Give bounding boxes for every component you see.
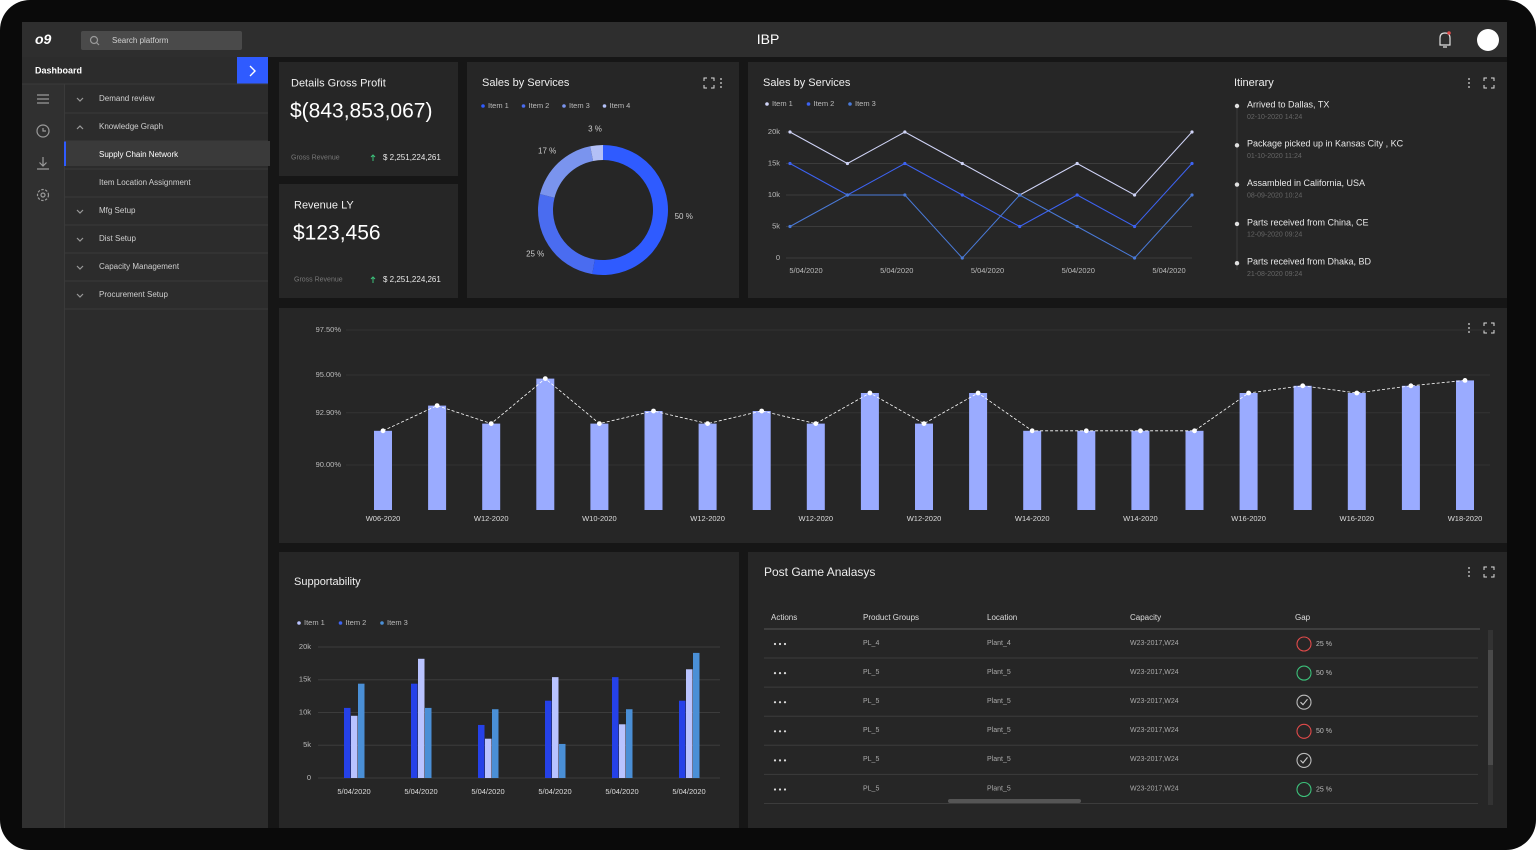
menu-item: Procurement Setup	[99, 290, 168, 299]
sidebar-title: Dashboard	[35, 65, 83, 76]
kpi-delta: $ 2,251,224,261	[383, 153, 441, 162]
logo: o9	[35, 31, 52, 47]
menu-item: Mfg Setup	[99, 206, 136, 215]
avatar[interactable]	[1477, 29, 1499, 51]
search-placeholder: Search platform	[112, 36, 169, 45]
submenu-item: Item Location Assignment	[99, 178, 191, 187]
kpi-card	[279, 184, 458, 298]
menu-item: Capacity Management	[99, 262, 180, 271]
kpi-card	[279, 62, 458, 176]
kpi-title: Revenue LY	[294, 199, 354, 212]
icon-rail	[22, 84, 65, 828]
menu-item: Dist Setup	[99, 234, 136, 243]
submenu-item: Supply Chain Network	[99, 150, 179, 159]
kpi-value: $(843,853,067)	[290, 99, 433, 123]
collapse-button[interactable]	[237, 57, 268, 84]
app-title: IBP	[756, 31, 780, 47]
search-box[interactable]	[81, 31, 242, 50]
kpi-caption: Gross Revenue	[291, 154, 340, 162]
menu-item: Knowledge Graph	[99, 122, 164, 131]
table-card	[748, 552, 1507, 828]
selected-row	[64, 141, 270, 166]
line-card	[748, 62, 1507, 298]
supportability-card	[279, 552, 739, 828]
kpi-value: $123,456	[293, 221, 381, 245]
combo-card	[279, 308, 1507, 543]
kpi-caption: Gross Revenue	[294, 276, 343, 284]
kpi-title: Details Gross Profit	[291, 77, 386, 90]
kpi-delta: $ 2,251,224,261	[383, 275, 441, 284]
donut-card	[467, 62, 739, 298]
top-bar	[22, 22, 1507, 57]
menu-item: Demand review	[99, 94, 155, 103]
